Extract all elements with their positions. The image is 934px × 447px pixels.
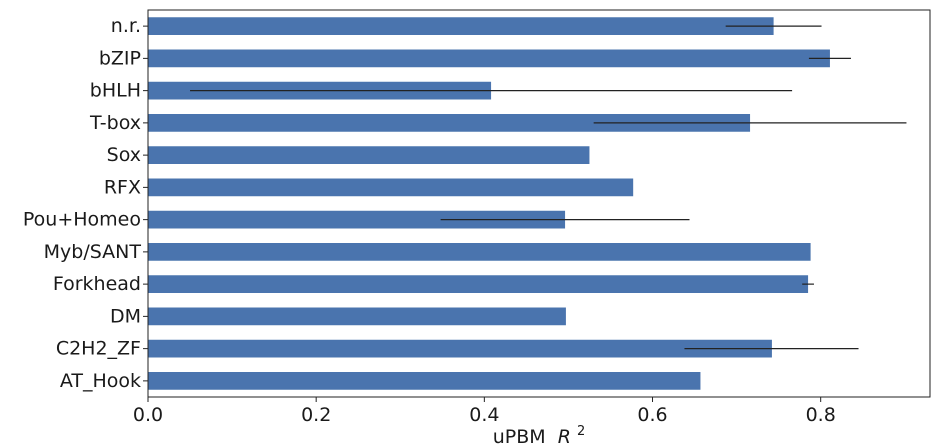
bar-c2h2-zf <box>148 339 772 358</box>
y-tick-label-at-hook: AT_Hook <box>60 370 141 392</box>
y-tick-label-n-r: n.r. <box>111 15 141 37</box>
y-tick-label-sox: Sox <box>107 144 141 166</box>
y-tick-label-c2h2-zf: C2H2_ZF <box>56 338 141 360</box>
bar-bzip <box>148 49 830 68</box>
x-axis: 0.0 0.2 0.4 0.6 0.8 <box>133 397 836 426</box>
x-tick-label: 0.0 <box>133 404 163 426</box>
y-tick-label-pou-homeo: Pou+Homeo <box>23 209 141 231</box>
y-axis: n.r. bZIP bHLH T-box Sox RFX Pou+Homeo Myb/SANT… <box>23 15 148 392</box>
y-tick-label-bzip: bZIP <box>99 47 141 69</box>
y-tick-label-bhlh: bHLH <box>90 80 141 102</box>
bars-layer <box>148 17 830 390</box>
bar-at-hook <box>148 372 701 390</box>
x-tick-label: 0.2 <box>301 404 331 426</box>
x-tick-label: 0.4 <box>469 404 499 426</box>
y-tick-label-forkhead: Forkhead <box>53 273 141 295</box>
bar-sox <box>148 146 590 164</box>
bar-myb-sant <box>148 243 811 261</box>
bar-rfx <box>148 178 634 197</box>
y-tick-label-myb-sant: Myb/SANT <box>44 241 142 263</box>
bar-forkhead <box>148 275 809 293</box>
x-tick-label: 0.8 <box>806 404 836 426</box>
x-axis-title-sup: 2 <box>577 424 585 439</box>
x-axis-title-text: uPBM <box>493 426 546 447</box>
plot-frame <box>147 9 931 398</box>
y-tick-label-dm: DM <box>110 305 141 327</box>
x-axis-title-math: R <box>558 426 571 447</box>
x-axis-title: uPBM R 2 <box>493 424 586 447</box>
bar-n-r <box>148 17 774 35</box>
y-tick-label-rfx: RFX <box>104 176 141 198</box>
bar-dm <box>148 307 566 326</box>
bar-pou-homeo <box>148 210 566 229</box>
error-bars-layer <box>190 25 907 350</box>
y-tick-label-t-box: T-box <box>89 112 141 134</box>
x-tick-label: 0.6 <box>637 404 667 426</box>
bar-t-box <box>148 114 751 132</box>
